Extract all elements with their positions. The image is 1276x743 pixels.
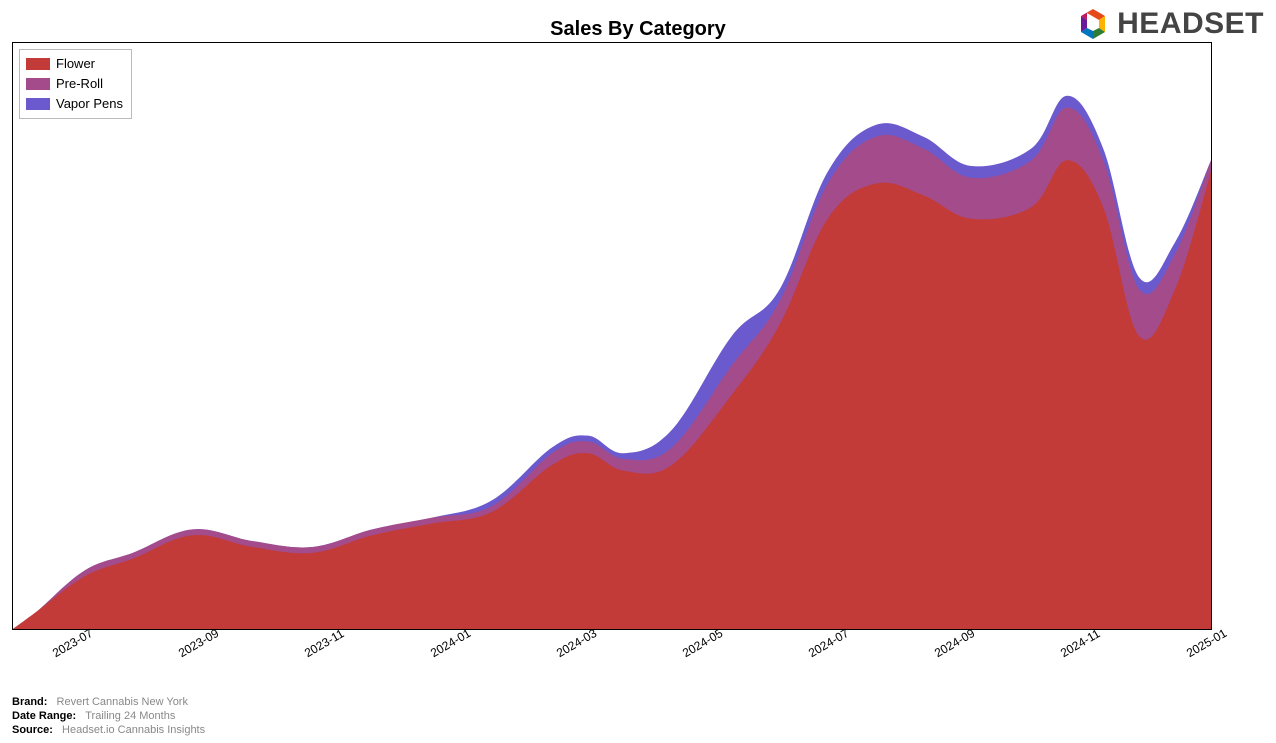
- x-tick-label: 2023-07: [50, 626, 95, 660]
- x-axis-ticks: 2023-072023-092023-112024-012024-032024-…: [12, 630, 1212, 690]
- chart-footer: Brand: Revert Cannabis New York Date Ran…: [12, 695, 205, 737]
- legend-label: Pre-Roll: [56, 74, 103, 94]
- chart-areas: [13, 43, 1211, 629]
- footer-value: Headset.io Cannabis Insights: [62, 724, 205, 736]
- footer-label: Date Range:: [12, 710, 76, 722]
- legend-item-preroll: Pre-Roll: [26, 74, 123, 94]
- legend-label: Vapor Pens: [56, 94, 123, 114]
- legend-item-flower: Flower: [26, 54, 123, 74]
- sales-by-category-chart: Flower Pre-Roll Vapor Pens: [12, 42, 1212, 630]
- legend-swatch-vapor: [26, 98, 50, 110]
- x-tick-label: 2024-09: [932, 626, 977, 660]
- legend-swatch-preroll: [26, 78, 50, 90]
- x-tick-label: 2024-03: [554, 626, 599, 660]
- footer-label: Brand:: [12, 696, 47, 708]
- x-tick-label: 2023-09: [176, 626, 221, 660]
- x-tick-label: 2025-01: [1184, 626, 1229, 660]
- x-tick-label: 2024-01: [428, 626, 473, 660]
- x-tick-label: 2024-05: [680, 626, 725, 660]
- footer-brand: Brand: Revert Cannabis New York: [12, 695, 205, 709]
- legend-swatch-flower: [26, 58, 50, 70]
- x-tick-label: 2024-11: [1058, 626, 1102, 660]
- x-tick-label: 2023-11: [302, 626, 346, 660]
- footer-source: Source: Headset.io Cannabis Insights: [12, 723, 205, 737]
- footer-label: Source:: [12, 724, 53, 736]
- chart-legend: Flower Pre-Roll Vapor Pens: [19, 49, 132, 119]
- legend-label: Flower: [56, 54, 95, 74]
- footer-date-range: Date Range: Trailing 24 Months: [12, 709, 205, 723]
- chart-title: Sales By Category: [0, 18, 1276, 41]
- legend-item-vapor: Vapor Pens: [26, 94, 123, 114]
- footer-value: Revert Cannabis New York: [57, 696, 188, 708]
- footer-value: Trailing 24 Months: [85, 710, 175, 722]
- x-tick-label: 2024-07: [806, 626, 851, 660]
